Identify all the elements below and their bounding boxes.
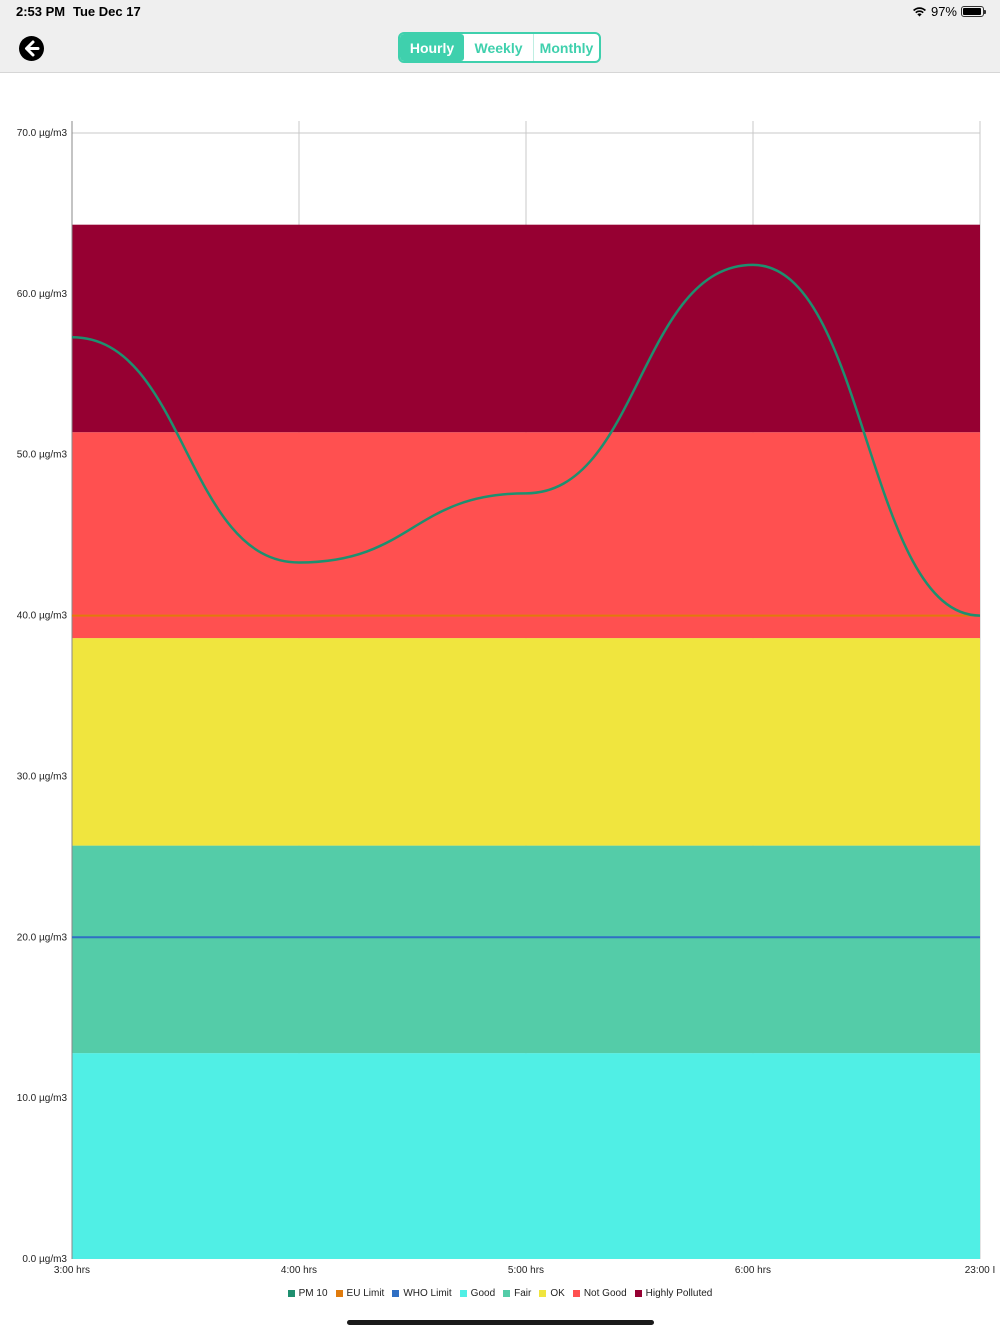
legend-swatch xyxy=(335,1289,343,1297)
y-tick-label: 40.0 µg/m3 xyxy=(17,611,68,622)
battery-level-fill xyxy=(963,8,982,15)
y-tick-label: 30.0 µg/m3 xyxy=(17,771,68,782)
home-indicator xyxy=(347,1320,654,1325)
band-highly-polluted xyxy=(72,224,980,433)
x-tick-label: 3:00 hrs xyxy=(54,1265,90,1276)
legend-item: Not Good xyxy=(572,1287,627,1299)
legend-swatch xyxy=(503,1289,511,1297)
back-button[interactable] xyxy=(19,36,44,61)
status-indicators: 97% xyxy=(912,4,986,19)
legend-swatch xyxy=(287,1289,295,1297)
legend-item: Highly Polluted xyxy=(634,1287,713,1299)
legend-swatch xyxy=(539,1289,547,1297)
y-tick-label: 20.0 µg/m3 xyxy=(17,932,68,943)
legend-label: OK xyxy=(550,1287,565,1299)
segment-weekly[interactable]: Weekly xyxy=(464,34,534,61)
legend-label: Fair xyxy=(514,1287,532,1299)
x-tick-label: 5:00 hrs xyxy=(508,1265,544,1276)
band-good xyxy=(72,1053,980,1259)
status-date: Tue Dec 17 xyxy=(73,4,141,19)
segment-monthly[interactable]: Monthly xyxy=(539,39,594,56)
legend-swatch xyxy=(634,1289,642,1297)
status-bar: 2:53 PM Tue Dec 17 97% xyxy=(0,0,1000,24)
band-ok xyxy=(72,638,980,846)
band-not-good xyxy=(72,432,980,639)
y-tick-label: 70.0 µg/m3 xyxy=(17,128,68,139)
navigation-bar: Hourly Weekly Monthly xyxy=(0,24,1000,73)
time-range-segmented-control: Hourly Weekly Monthly xyxy=(398,32,601,63)
legend-item: EU Limit xyxy=(335,1287,385,1299)
series-line-pm10 xyxy=(71,263,981,617)
wifi-icon xyxy=(912,7,926,17)
segment-hourly[interactable]: Hourly xyxy=(400,34,464,61)
legend-item: Good xyxy=(459,1287,496,1299)
y-tick-label: 10.0 µg/m3 xyxy=(17,1093,68,1104)
band-fair xyxy=(72,845,980,1054)
legend-swatch xyxy=(392,1289,400,1297)
chart-legend: PM 10 EU Limit WHO Limit Good Fair OK Not Good… xyxy=(0,1284,1000,1302)
battery-percent: 97% xyxy=(930,4,957,19)
legend-item: Fair xyxy=(503,1288,531,1299)
y-tick-label: 0.0 µg/m3 xyxy=(22,1254,67,1265)
legend-item: OK xyxy=(539,1287,565,1299)
legend-swatch xyxy=(572,1289,580,1297)
legend-label: Not Good xyxy=(583,1287,627,1299)
x-tick-label: 4:00 hrs xyxy=(281,1265,317,1276)
x-tick-label: 6:00 hrs xyxy=(735,1265,771,1276)
legend-item: WHO Limit xyxy=(392,1287,452,1299)
status-time: 2:53 PM xyxy=(16,4,66,19)
legend-label: Good xyxy=(470,1287,496,1299)
legend-label: Highly Polluted xyxy=(645,1287,713,1299)
legend-label: WHO Limit xyxy=(403,1287,452,1299)
x-tick-label: 23:00 I xyxy=(965,1265,996,1276)
y-tick-label: 60.0 µg/m3 xyxy=(17,289,68,300)
legend-label: PM 10 xyxy=(298,1287,328,1299)
legend-item: PM 10 xyxy=(287,1287,328,1299)
battery-icon xyxy=(961,6,986,17)
arrow-left-icon xyxy=(25,40,40,57)
y-tick-label: 50.0 µg/m3 xyxy=(17,450,68,461)
legend-swatch xyxy=(459,1289,467,1297)
legend-label: EU Limit xyxy=(346,1287,385,1299)
